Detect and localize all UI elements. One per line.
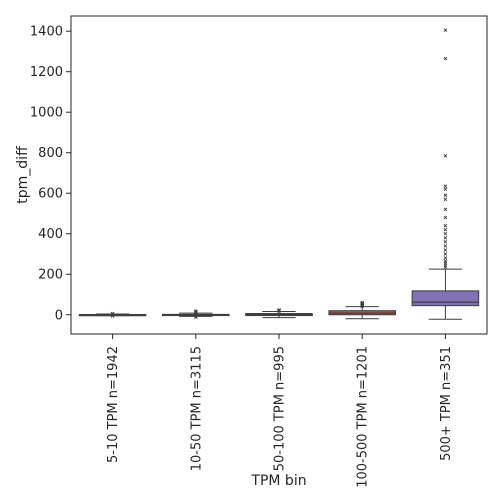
x-axis-label: TPM bin <box>250 473 306 489</box>
y-tick-label: 600 <box>38 187 63 202</box>
outlier-point <box>443 259 448 263</box>
outlier-point <box>360 300 365 305</box>
outlier-point <box>443 240 448 244</box>
outlier-point <box>443 248 448 252</box>
outlier-point <box>443 235 448 240</box>
outlier-point <box>443 56 448 61</box>
x-tick-label: 500+ TPM n=351 <box>439 346 454 461</box>
outlier-point <box>443 28 448 32</box>
box <box>411 290 480 307</box>
outlier-point <box>443 256 448 260</box>
outlier-point <box>443 252 448 256</box>
y-tick-label: 200 <box>38 268 63 283</box>
outlier-point <box>443 187 448 191</box>
y-tick-label: 400 <box>38 227 63 242</box>
outlier-point <box>277 308 281 312</box>
x-axis: 5-10 TPM n=1942 10-50 TPM n=3115 50-100 TP… <box>106 334 454 488</box>
x-tick-label: 100-500 TPM n=1201 <box>356 346 371 488</box>
plot-area <box>70 15 488 335</box>
outlier-point <box>443 193 448 198</box>
outlier-point <box>110 311 115 316</box>
y-axis: 0 200 400 600 800 1000 1200 1400 <box>30 25 71 323</box>
y-tick-label: 1200 <box>30 65 63 80</box>
y-tick-label: 800 <box>38 146 63 161</box>
y-axis-label: tpm_diff <box>15 146 31 204</box>
outlier-point <box>443 197 448 202</box>
outlier-point <box>443 231 448 236</box>
outlier-point <box>443 223 448 228</box>
outlier-point <box>443 244 448 248</box>
outlier-point <box>443 184 448 188</box>
y-tick-label: 0 <box>55 308 63 323</box>
outlier-point <box>443 153 448 158</box>
outlier-point <box>443 227 448 232</box>
outlier-point <box>193 314 198 319</box>
y-tick-label: 1000 <box>30 106 63 121</box>
x-tick-label: 5-10 TPM n=1942 <box>106 346 121 463</box>
x-tick-label: 10-50 TPM n=3115 <box>189 346 204 471</box>
y-tick-label: 1400 <box>30 25 63 40</box>
outlier-point <box>443 215 448 220</box>
box-series <box>78 28 480 320</box>
outlier-point <box>193 309 198 313</box>
x-tick-label: 50-100 TPM n=995 <box>273 346 288 471</box>
outlier-point <box>443 207 448 212</box>
